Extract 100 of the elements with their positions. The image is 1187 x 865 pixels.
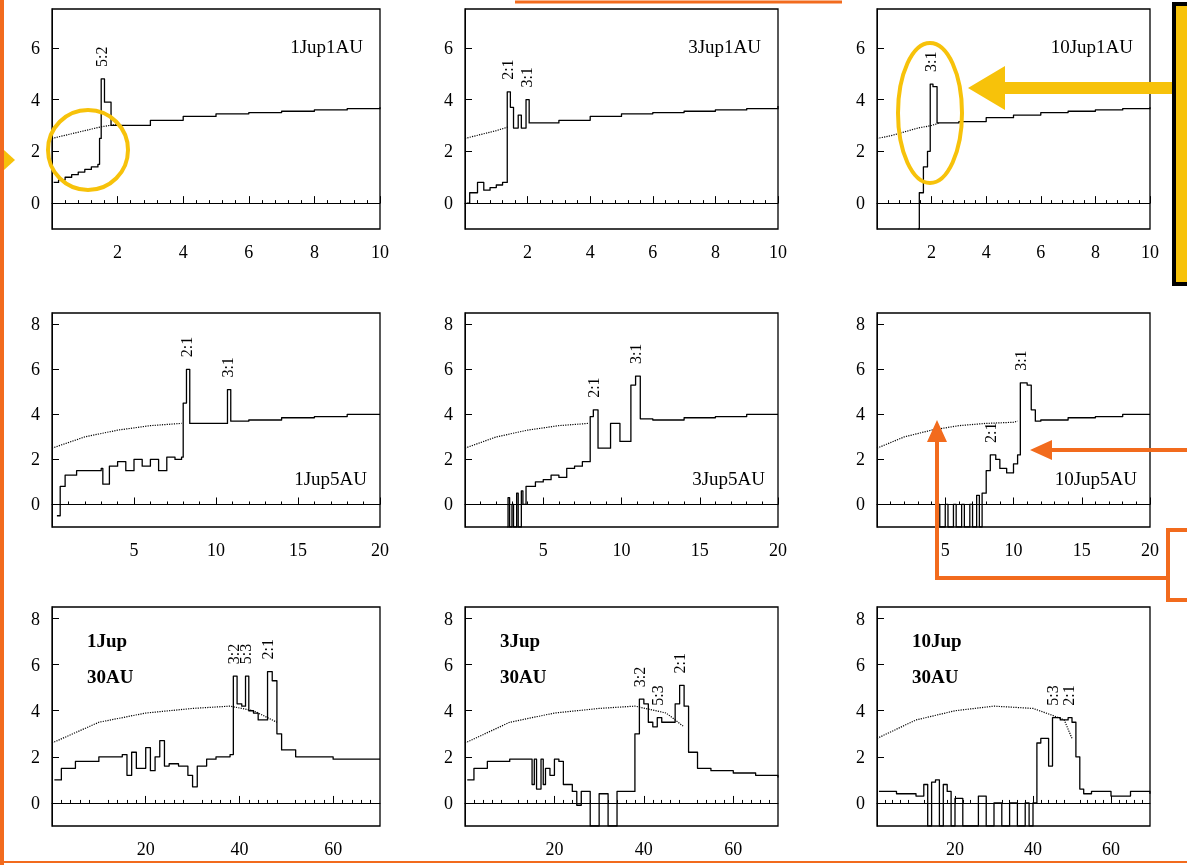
annotation: 2:1 [1059, 685, 1077, 706]
y-tick-label: 2 [444, 449, 453, 470]
annotation: 2:1 [584, 377, 602, 398]
x-tick-label: 10 [612, 540, 631, 560]
text: 1Jup 30AU [87, 629, 134, 687]
annotation: 2:1 [498, 59, 516, 80]
x-tick-label: 5 [129, 540, 139, 560]
x-tick-label: 4 [178, 242, 188, 262]
y-tick-label: 0 [856, 193, 865, 214]
y-tick-label: 2 [31, 449, 40, 470]
y-tick-label: 4 [31, 404, 40, 425]
text: 1Jup1AU [290, 35, 364, 57]
y-tick-label: 8 [444, 314, 453, 335]
annotation: 5:3 [1044, 685, 1061, 706]
x-tick-label: 20 [545, 839, 564, 859]
x-tick-label: 20 [371, 540, 389, 560]
annotation: 2:1 [259, 639, 277, 660]
y-tick-label: 4 [31, 700, 40, 721]
annotation: 3:1 [517, 67, 535, 88]
text: 3Jup1AU [688, 35, 762, 57]
y-tick-label: 2 [856, 746, 865, 767]
y-tick-label: 4 [444, 89, 453, 110]
x-tick-label: 5 [940, 540, 950, 560]
y-tick-label: 6 [444, 359, 453, 380]
y-tick-label: 8 [31, 608, 40, 629]
y-tick-label: 2 [444, 141, 453, 162]
x-tick-label: 10 [1004, 540, 1023, 560]
y-tick-label: 0 [31, 193, 40, 214]
y-tick-label: 2 [856, 449, 865, 470]
x-tick-label: 60 [1102, 839, 1120, 859]
y-tick-label: 6 [444, 654, 453, 675]
x-tick-label: 10 [769, 242, 787, 262]
annotation: 3:1 [921, 51, 939, 73]
x-tick-label: 20 [1141, 540, 1159, 560]
y-tick-label: 4 [856, 404, 865, 425]
y-tick-label: 6 [31, 37, 40, 58]
annotation: 2:1 [177, 336, 195, 358]
x-tick-label: 10 [1141, 242, 1159, 262]
annotation: 5:2 [92, 46, 110, 67]
x-tick-label: 20 [946, 839, 964, 859]
y-tick-label: 6 [444, 37, 453, 58]
y-tick-label: 0 [31, 792, 40, 813]
x-tick-label: 60 [324, 839, 343, 859]
text: 3Jup 30AU [500, 629, 547, 687]
y-tick-label: 2 [856, 141, 865, 162]
y-tick-label: 0 [31, 494, 40, 515]
x-tick-label: 8 [710, 242, 720, 262]
y-tick-label: 0 [444, 792, 453, 813]
x-tick-label: 20 [769, 540, 787, 560]
y-tick-label: 8 [856, 314, 865, 335]
y-tick-label: 6 [856, 654, 865, 675]
y-tick-label: 4 [31, 89, 40, 110]
y-tick-label: 4 [444, 404, 453, 425]
x-tick-label: 20 [136, 839, 155, 859]
x-tick-label: 8 [1090, 242, 1100, 262]
annotation: 3:1 [627, 343, 645, 365]
annotation: 2:1 [671, 652, 689, 674]
y-tick-label: 0 [444, 193, 453, 214]
x-tick-label: 40 [634, 839, 653, 859]
x-tick-label: 15 [1072, 540, 1091, 560]
text: 10Jup1AU [1050, 35, 1134, 57]
annotation: 3:1 [218, 357, 236, 378]
y-tick-label: 6 [31, 359, 40, 380]
y-tick-label: 2 [444, 746, 453, 767]
x-tick-label: 8 [309, 242, 319, 262]
text: 10Jup 30AU [912, 629, 967, 687]
y-tick-label: 6 [856, 359, 865, 380]
annotation: 2:1 [981, 422, 999, 443]
x-tick-label: 2 [927, 242, 937, 262]
y-tick-label: 6 [856, 37, 865, 58]
x-tick-label: 10 [371, 242, 389, 262]
x-tick-label: 15 [289, 540, 307, 560]
x-tick-label: 4 [585, 242, 595, 262]
x-tick-label: 6 [648, 242, 658, 262]
text: 3Jup5AU [692, 467, 766, 489]
y-tick-label: 4 [856, 89, 865, 110]
x-tick-label: 10 [207, 540, 225, 560]
x-tick-label: 40 [230, 839, 249, 859]
x-tick-label: 5 [538, 540, 548, 560]
y-tick-label: 8 [444, 608, 453, 629]
y-tick-label: 8 [856, 608, 865, 629]
text: 1Jup5AU [294, 467, 368, 489]
y-tick-label: 4 [856, 700, 865, 721]
x-tick-label: 2 [113, 242, 123, 262]
annotation: 3:2 [630, 666, 648, 688]
y-tick-label: 8 [31, 314, 40, 335]
x-tick-label: 60 [724, 839, 743, 859]
text: 10Jup5AU [1054, 467, 1138, 489]
y-tick-label: 0 [856, 792, 865, 813]
x-tick-label: 15 [690, 540, 709, 560]
x-tick-label: 6 [1036, 242, 1046, 262]
x-tick-label: 4 [981, 242, 991, 262]
x-tick-label: 40 [1024, 839, 1042, 859]
annotation: 3:2 [224, 643, 242, 665]
x-tick-label: 6 [244, 242, 254, 262]
y-tick-label: 4 [444, 700, 453, 721]
annotation: 5:3 [648, 685, 666, 706]
y-tick-label: 0 [444, 494, 453, 515]
annotation: 3:1 [1011, 350, 1029, 371]
y-tick-label: 0 [856, 494, 865, 515]
